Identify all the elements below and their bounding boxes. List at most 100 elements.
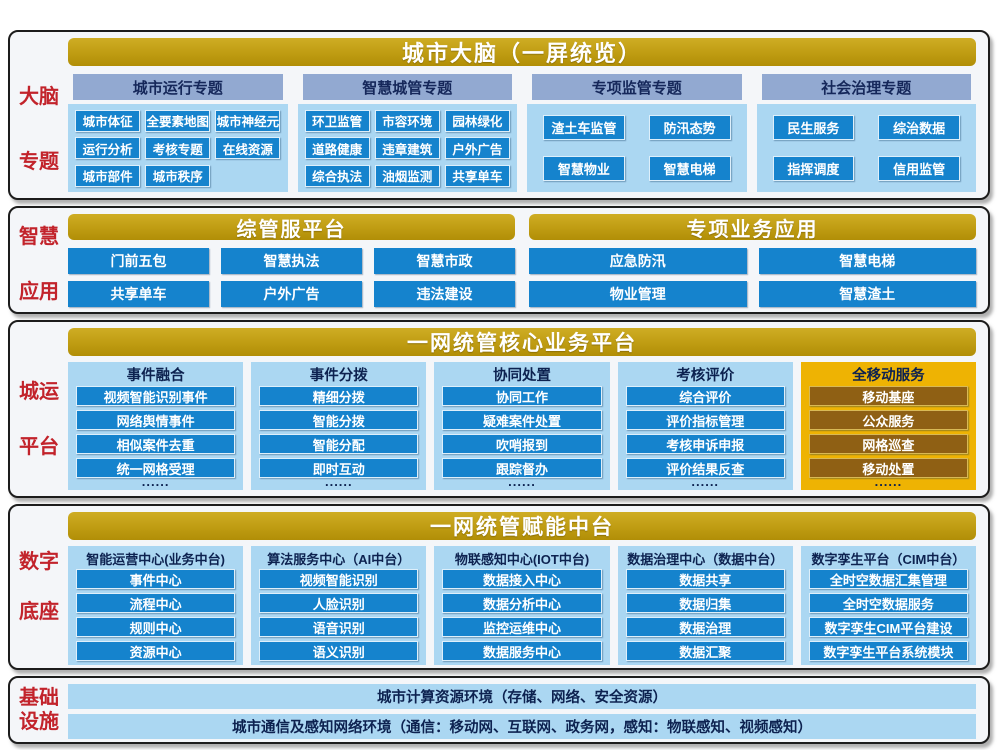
module-chip: 评价结果反查 — [625, 458, 785, 478]
module-chip: 共享单车 — [444, 164, 510, 187]
panel-smart-applications: 智慧 应用 综管服平台 门前五包 智慧执法 智慧市政 共享单车 户外广告 违法建设 专项业… — [8, 206, 990, 314]
module-chip: 智慧执法 — [221, 248, 362, 274]
column-title: 数字孪生平台（CIM中台） — [811, 552, 966, 567]
column-items: 数据共享 数据归集 数据治理 数据汇聚 — [625, 569, 785, 661]
side-label-line: 基础 — [19, 687, 59, 709]
module-chip: 城市体征 — [75, 109, 141, 132]
column-title: 事件分拨 — [309, 368, 368, 384]
side-label-line: 大脑 — [19, 85, 59, 108]
module-chip: 数据服务中心 — [442, 641, 602, 661]
ellipsis-more: ...... — [874, 474, 903, 489]
topic-items: 城市体征 全要素地图 城市神经元 运行分析 考核专题 在线资源 城市部件 城市秩序 — [68, 104, 288, 192]
module-chip: 城市神经元 — [215, 109, 281, 132]
module-chip: 语音识别 — [259, 617, 419, 637]
ellipsis-more: ...... — [324, 474, 353, 489]
module-chip: 数据共享 — [625, 569, 785, 589]
module-chip: 考核申诉申报 — [625, 434, 785, 454]
module-chip: 物业管理 — [529, 281, 747, 307]
panel-city-operation-platform: 城运 平台 一网统管核心业务平台 事件融合 视频智能识别事件 网络舆情事件 相似案件… — [8, 320, 990, 498]
side-label-line: 平台 — [19, 435, 59, 458]
topic-title: 专项监管专题 — [532, 74, 742, 100]
module-chip: 民生服务 — [772, 115, 855, 141]
module-chip: 城市部件 — [75, 164, 141, 187]
topic-title: 城市运行专题 — [73, 74, 283, 100]
col-ai-center: 算法服务中心（AI中台） 视频智能识别 人脸识别 语音识别 语义识别 — [251, 546, 427, 665]
module-chip: 智慧物业 — [543, 155, 625, 181]
topic-title: 社会治理专题 — [761, 74, 971, 100]
column-items: 综合评价评价指标管理 考核申诉申报 评价结果反查 — [625, 386, 785, 478]
module-chip: 智慧渣土 — [758, 281, 976, 307]
module-chip: 数据分析中心 — [442, 593, 602, 613]
ellipsis-more: ...... — [141, 474, 170, 489]
side-label-line: 智慧 — [19, 225, 59, 248]
module-chip: 渣土车监管 — [543, 115, 625, 141]
column-items: 移动基座 公众服务 网格巡查 移动处置 — [808, 386, 969, 478]
topic-smart-city-mgmt: 智慧城管专题 环卫监管 市容环境 园林绿化 道路健康 违章建筑 户外广告 综合执法 油烟监测共… — [297, 74, 517, 192]
module-chip: 相似案件去重 — [76, 434, 236, 454]
module-chip: 数字孪生平台系统模块 — [808, 641, 969, 661]
col-business-center: 智能运营中心(业务中台) 事件中心 流程中心 规则中心 资源中心 — [68, 546, 244, 665]
column-items: 精细分拨 智能分拨 智能分配 即时互动 — [259, 386, 419, 478]
ellipsis-more: ...... — [691, 474, 720, 489]
module-chip: 智慧电梯 — [758, 248, 976, 274]
module-chip: 流程中心 — [76, 593, 236, 613]
side-label-apps: 智慧 应用 — [10, 214, 68, 306]
core-platform-header: 一网统管核心业务平台 — [68, 328, 976, 356]
column-items: 协同工作 疑难案件处置 吹哨报到 跟踪督办 — [442, 386, 602, 478]
module-chip: 网络舆情事件 — [76, 410, 236, 430]
side-label-line: 数字 — [19, 551, 59, 573]
module-chip: 综合评价 — [625, 386, 785, 406]
module-chip: 考核专题 — [145, 137, 211, 159]
module-chip: 即时互动 — [259, 458, 419, 478]
module-chip: 全要素地图 — [145, 109, 211, 132]
module-chip: 视频智能识别事件 — [76, 386, 236, 406]
module-chip: 网格巡查 — [808, 434, 969, 454]
module-chip: 人脸识别 — [259, 593, 419, 613]
side-label-brain: 大脑 专题 — [10, 38, 68, 192]
ellipsis-more: ...... — [508, 474, 536, 489]
group-header: 综管服平台 — [68, 214, 515, 241]
topic-items: 渣土车监管 防汛态势 智慧物业 智慧电梯 — [527, 104, 747, 192]
module-chip: 城市秩序 — [145, 164, 211, 187]
topic-special-supervision: 专项监管专题 渣土车监管 防汛态势 智慧物业 智慧电梯 — [527, 74, 747, 192]
column-title: 协同处置 — [493, 368, 551, 384]
module-chip: 综合执法 — [304, 164, 370, 187]
module-chip: 数据治理 — [625, 617, 785, 637]
module-chip: 公众服务 — [808, 410, 969, 430]
module-chip: 运行分析 — [75, 137, 141, 159]
module-chip: 数据接入中心 — [442, 569, 602, 589]
module-chip: 视频智能识别 — [259, 569, 419, 589]
compute-resource-env-bar: 城市计算资源环境（存储、网络、安全资源） — [68, 684, 976, 709]
group-comprehensive-mgmt-platform: 综管服平台 门前五包 智慧执法 智慧市政 共享单车 户外广告 违法建设 — [68, 214, 515, 307]
base-columns: 智能运营中心(业务中台) 事件中心 流程中心 规则中心 资源中心 算法服务中心（AI中… — [68, 546, 977, 665]
col-cim-center: 数字孪生平台（CIM中台） 全时空数据汇集管理 全时空数据服务 数字孪生CIM平台建… — [800, 546, 977, 665]
column-title: 事件融合 — [126, 368, 185, 384]
module-chip: 信用监管 — [878, 155, 960, 181]
module-chip: 违章建筑 — [374, 137, 440, 159]
network-sensing-env-bar: 城市通信及感知网络环境（通信：移动网、互联网、政务网，感知：物联感知、视频感知） — [68, 714, 976, 739]
col-data-center: 数据治理中心（数据中台） 数据共享 数据归集 数据治理 数据汇聚 — [617, 546, 793, 665]
module-chip: 智能分拨 — [259, 410, 419, 430]
column-title: 物联感知中心(IOT中台) — [454, 552, 590, 567]
module-chip: 违法建设 — [374, 281, 515, 307]
column-items: 全时空数据汇集管理 全时空数据服务 数字孪生CIM平台建设 数字孪生平台系统模块 — [808, 569, 969, 661]
city-brain-header: 城市大脑（一屏统览） — [68, 38, 976, 66]
topic-social-governance: 社会治理专题 民生服务 综治数据 指挥调度 信用监管 — [756, 74, 976, 192]
module-chip: 精细分拨 — [259, 386, 419, 406]
side-label-line: 设施 — [19, 711, 59, 733]
topic-title: 智慧城管专题 — [302, 74, 512, 100]
module-chip: 市容环境 — [374, 109, 440, 132]
module-chip: 数据汇聚 — [625, 641, 785, 661]
topic-city-operation: 城市运行专题 城市体征 全要素地图 城市神经元 运行分析 考核专题 在线资源 城市部件 城市秩… — [68, 74, 288, 192]
module-chip: 跟踪督办 — [442, 458, 602, 478]
module-chip: 监控运维中心 — [442, 617, 602, 637]
side-label-core: 城运 平台 — [10, 328, 68, 490]
module-chip: 指挥调度 — [772, 155, 855, 181]
column-items: 数据接入中心 数据分析中心 监控运维中心 数据服务中心 — [442, 569, 602, 661]
module-chip: 户外广告 — [444, 137, 510, 159]
group-header: 专项业务应用 — [529, 214, 976, 241]
column-items: 事件中心 流程中心 规则中心 资源中心 — [76, 569, 236, 661]
panel-city-brain: 大脑 专题 城市大脑（一屏统览） 城市运行专题 城市体征 全要素地图 城市神经元运行… — [8, 30, 990, 200]
column-title: 智能运营中心(业务中台) — [86, 552, 225, 567]
module-chip: 评价指标管理 — [625, 410, 785, 430]
